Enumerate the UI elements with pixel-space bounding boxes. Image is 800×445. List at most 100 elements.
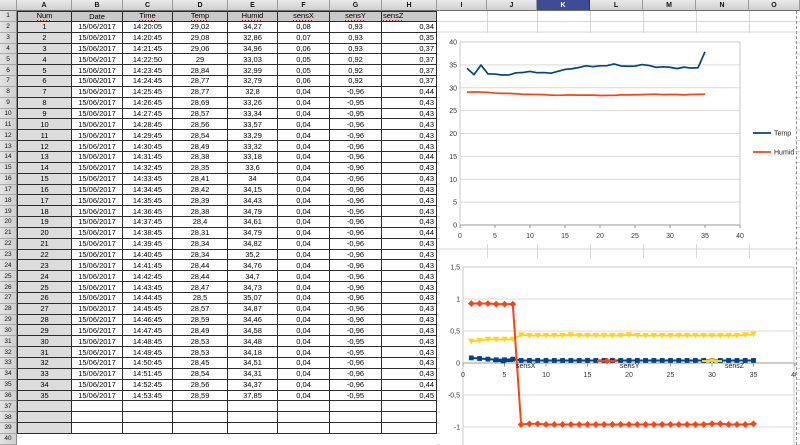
row-header-23[interactable]: 23 (0, 249, 17, 261)
column-header-D[interactable]: D (173, 0, 228, 11)
cell[interactable]: 24 (17, 271, 72, 283)
cell[interactable] (330, 412, 382, 424)
cell[interactable]: 0,04 (278, 206, 330, 218)
cell[interactable]: -0,96 (330, 368, 382, 380)
row-header-3[interactable]: 3 (0, 32, 17, 44)
cell[interactable]: 0,43 (382, 292, 437, 304)
cell[interactable]: 28,49 (173, 325, 228, 337)
cell[interactable]: 0,35 (382, 32, 437, 44)
cell[interactable]: 0,04 (278, 314, 330, 326)
cell[interactable]: 14:43:45 (123, 282, 173, 293)
cell[interactable]: -0,96 (330, 227, 382, 239)
row-header-10[interactable]: 10 (0, 108, 17, 120)
row-header-36[interactable]: 36 (0, 390, 17, 402)
cell[interactable]: 34,79 (228, 206, 278, 218)
cell[interactable]: -0,96 (330, 130, 382, 142)
cell[interactable]: 0,43 (382, 314, 437, 326)
cell[interactable]: 28,59 (173, 314, 228, 326)
cell[interactable]: 28,35 (173, 162, 228, 174)
cell[interactable]: 0,44 (382, 379, 437, 391)
cell[interactable]: 0,43 (382, 271, 437, 283)
cell[interactable]: 14:25:45 (123, 86, 173, 98)
cell[interactable]: 14:48:45 (123, 336, 173, 348)
cell[interactable]: 0,43 (382, 238, 437, 250)
cell[interactable]: 0,04 (278, 358, 330, 369)
cell[interactable]: 0,44 (382, 227, 437, 239)
cell[interactable]: 14:50:45 (123, 358, 173, 369)
cell[interactable]: 28,56 (173, 379, 228, 391)
cell[interactable]: -0,96 (330, 217, 382, 228)
cell[interactable]: 20 (17, 227, 72, 239)
cell[interactable]: 35,2 (228, 249, 278, 261)
cell[interactable]: 15/06/2017 (72, 390, 123, 402)
cell[interactable]: 15/06/2017 (72, 184, 123, 196)
cell[interactable]: 0,43 (382, 282, 437, 293)
cell[interactable]: 0,04 (278, 119, 330, 131)
cell[interactable]: 15/06/2017 (72, 119, 123, 131)
cell[interactable]: 0,43 (382, 173, 437, 185)
cell[interactable]: 33,32 (228, 141, 278, 152)
cell[interactable]: 0,93 (330, 21, 382, 33)
cell[interactable] (330, 401, 382, 413)
cell[interactable]: 19 (17, 217, 72, 228)
cell[interactable]: 0,04 (278, 336, 330, 348)
cell[interactable]: 32 (17, 358, 72, 369)
cell[interactable]: 34,15 (228, 184, 278, 196)
cell[interactable]: 15/06/2017 (72, 249, 123, 261)
cell[interactable]: 0,04 (278, 86, 330, 98)
cell[interactable] (228, 412, 278, 424)
cell[interactable]: 29,08 (173, 32, 228, 44)
cell[interactable]: -0,96 (330, 151, 382, 163)
column-header-G[interactable]: G (330, 0, 382, 11)
cell[interactable] (72, 434, 123, 445)
cell[interactable]: 14:38:45 (123, 227, 173, 239)
cell[interactable]: 0,04 (278, 173, 330, 185)
cell[interactable]: 18 (17, 206, 72, 218)
cell[interactable]: 14:40:45 (123, 249, 173, 261)
cell[interactable]: 14:26:45 (123, 97, 173, 109)
cell[interactable]: 28,57 (173, 303, 228, 315)
cell[interactable]: 0,93 (330, 43, 382, 55)
cell[interactable]: 14:36:45 (123, 206, 173, 218)
cell[interactable]: 15/06/2017 (72, 76, 123, 87)
row-header-39[interactable]: 39 (0, 423, 17, 434)
cell[interactable]: 14:41:45 (123, 260, 173, 272)
cell[interactable]: -0,96 (330, 292, 382, 304)
cell[interactable]: 15/06/2017 (72, 325, 123, 337)
cell[interactable]: 29,02 (173, 21, 228, 33)
cell[interactable]: 33,6 (228, 162, 278, 174)
cell[interactable]: 14:28:45 (123, 119, 173, 131)
row-header-12[interactable]: 12 (0, 130, 17, 142)
cell[interactable]: -0,96 (330, 195, 382, 207)
cell[interactable]: 0,43 (382, 97, 437, 109)
column-header-B[interactable]: B (72, 0, 123, 11)
row-header-15[interactable]: 15 (0, 162, 17, 174)
cell[interactable]: 0,43 (382, 260, 437, 272)
cell[interactable]: -0,96 (330, 271, 382, 283)
cell[interactable]: 28 (17, 314, 72, 326)
row-header-20[interactable]: 20 (0, 217, 17, 228)
cell[interactable]: 28,38 (173, 206, 228, 218)
cell[interactable]: 0,92 (330, 65, 382, 77)
cell[interactable]: -0,96 (330, 173, 382, 185)
cell[interactable]: 0,04 (278, 108, 330, 120)
cell[interactable]: 16 (17, 184, 72, 196)
row-header-8[interactable]: 8 (0, 86, 17, 98)
cell[interactable]: 33,57 (228, 119, 278, 131)
row-header-6[interactable]: 6 (0, 65, 17, 77)
cell[interactable]: 0,04 (278, 130, 330, 142)
cell[interactable]: 0,05 (278, 54, 330, 66)
cell[interactable]: 15/06/2017 (72, 217, 123, 228)
cell[interactable]: 0,43 (382, 130, 437, 142)
cell[interactable] (278, 434, 330, 445)
cell[interactable]: 28,31 (173, 227, 228, 239)
cell[interactable]: -0,96 (330, 119, 382, 131)
column-header-H[interactable]: H (382, 0, 437, 11)
cell[interactable]: 34,18 (228, 347, 278, 358)
cell[interactable]: -0,95 (330, 97, 382, 109)
row-header-9[interactable]: 9 (0, 97, 17, 109)
cell[interactable]: 34,79 (228, 227, 278, 239)
cell[interactable]: 9 (17, 108, 72, 120)
cell[interactable]: 15/06/2017 (72, 336, 123, 348)
cell[interactable]: 34,37 (228, 379, 278, 391)
